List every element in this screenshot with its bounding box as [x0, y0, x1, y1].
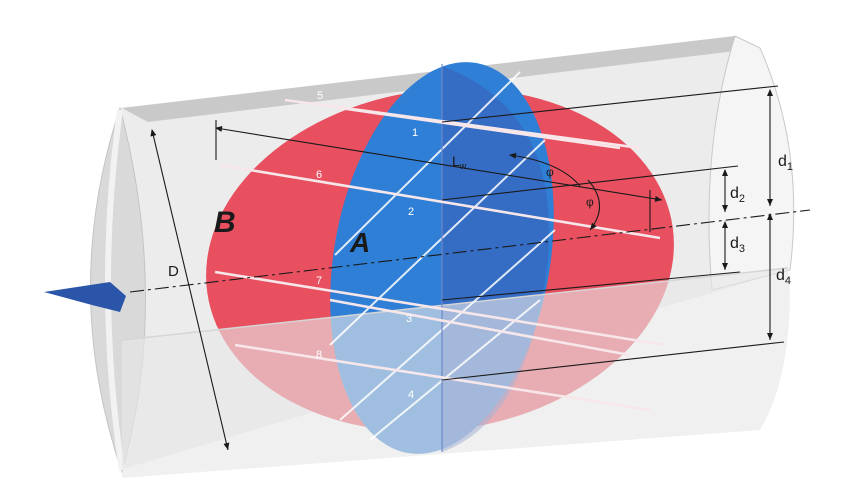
path-number-4: 4 — [408, 389, 414, 401]
label-phi-1: φ — [546, 165, 554, 179]
pipe-lower-edge — [121, 267, 789, 341]
path-number-1: 1 — [412, 127, 418, 139]
beam-7 — [214, 270, 666, 347]
path-number-5: 5 — [317, 90, 323, 102]
beam-8 — [234, 343, 651, 412]
path-number-2: 2 — [408, 206, 414, 218]
path-number-8: 8 — [316, 349, 322, 361]
path-number-3: 3 — [406, 313, 412, 325]
pipe-lower-front — [122, 268, 790, 478]
flow-arrow-icon — [44, 282, 126, 312]
angle-arc-1 — [509, 152, 581, 187]
angle-arc-2 — [587, 179, 601, 231]
diameter-arrow — [150, 129, 230, 451]
label-d1: d1 — [778, 153, 793, 173]
label-a: A — [349, 227, 370, 258]
beam-3 — [329, 298, 631, 357]
label-d2: d2 — [730, 185, 745, 205]
pipe-axis — [129, 209, 811, 293]
path-length-arrow — [215, 125, 663, 202]
label-phi-2: φ — [586, 195, 594, 209]
label-b: B — [214, 206, 236, 239]
label-d4: d4 — [776, 267, 791, 287]
path-number-7: 7 — [316, 275, 322, 287]
label-d3: d3 — [730, 235, 745, 255]
label-lw: Lw — [452, 153, 467, 171]
path-number-6: 6 — [316, 169, 322, 181]
label-d: D — [168, 263, 179, 280]
